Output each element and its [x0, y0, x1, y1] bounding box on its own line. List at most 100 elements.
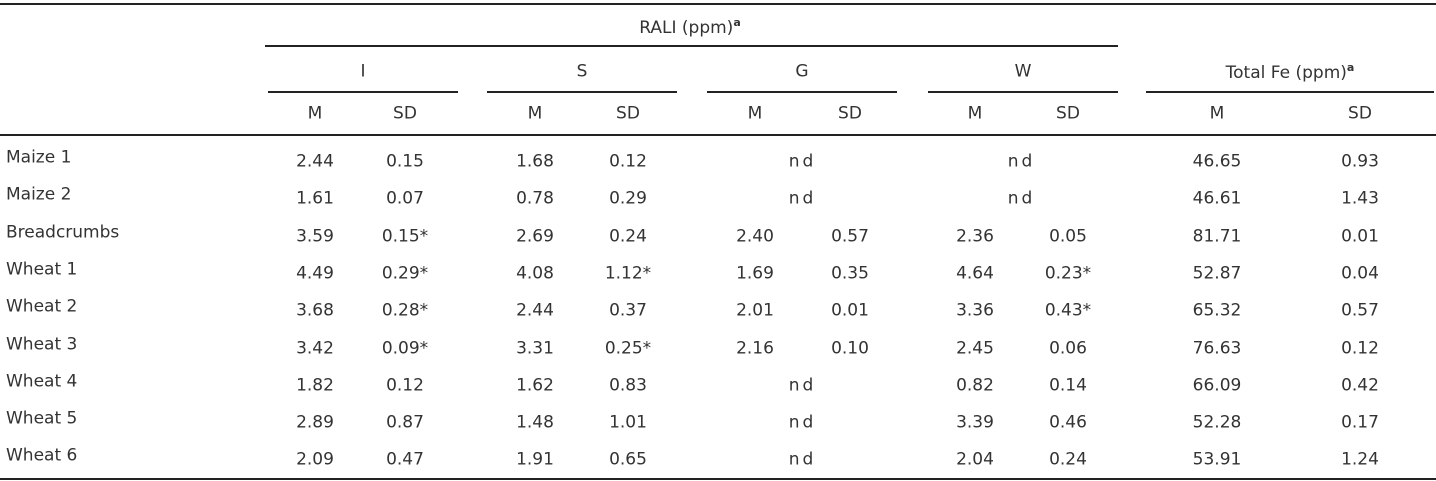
cell: 66.09 [1192, 375, 1242, 396]
cell: 0.28* [381, 300, 429, 321]
cell: 0.24 [609, 226, 647, 247]
cell: 3.31 [516, 338, 554, 358]
cell: 0.87 [386, 412, 424, 433]
cell: 0.82 [956, 375, 994, 396]
cell: 4.64 [956, 263, 994, 284]
cell: nd [788, 375, 817, 396]
cell: 0.29 [609, 188, 647, 209]
cell: 81.71 [1192, 226, 1242, 247]
cell: 0.12 [1341, 338, 1379, 358]
cell: 1.61 [296, 188, 334, 209]
cell: 1.24 [1341, 449, 1379, 470]
cell: 0.10 [831, 338, 869, 358]
row-label: Maize 1 [6, 147, 72, 168]
cell: 0.93 [1341, 151, 1379, 172]
cell: 1.48 [516, 412, 554, 433]
rali-text: RALI (ppm) [639, 17, 734, 38]
cell: 2.89 [296, 412, 334, 433]
cell: nd [1007, 151, 1036, 172]
group-label: I [360, 61, 366, 82]
row-label: Breadcrumbs [6, 222, 120, 243]
cell: 0.15* [381, 226, 429, 247]
cell: 3.68 [296, 300, 334, 321]
cell: 52.28 [1192, 412, 1242, 433]
cell: 46.61 [1192, 188, 1242, 209]
cell: 0.46 [1049, 412, 1087, 433]
cell: 3.36 [956, 300, 994, 321]
header-rule [0, 134, 1436, 136]
cell: nd [788, 151, 817, 172]
column-header: SD [838, 103, 862, 124]
cell: 2.69 [516, 226, 554, 247]
cell: 0.12 [386, 375, 424, 396]
cell: 2.36 [956, 226, 994, 247]
cell: 2.01 [736, 300, 774, 321]
group-rule [1146, 91, 1434, 93]
group-rule [707, 91, 897, 93]
cell: 0.24 [1049, 449, 1087, 470]
group-label: W [1014, 61, 1032, 82]
total-fe-sup: a [1346, 61, 1355, 75]
cell: 1.12* [604, 263, 652, 284]
group-label: G [795, 61, 809, 82]
cell: 0.04 [1341, 263, 1379, 284]
cell: 2.45 [956, 338, 994, 358]
cell: 3.59 [296, 226, 334, 247]
cell: 2.09 [296, 449, 334, 470]
cell: 2.44 [296, 151, 334, 172]
row-label: Wheat 3 [6, 334, 78, 354]
cell: 0.05 [1049, 226, 1087, 247]
cell: 1.82 [296, 375, 334, 396]
cell: 0.43* [1044, 300, 1092, 321]
bottom-rule [0, 478, 1436, 480]
cell: 0.01 [831, 300, 869, 321]
cell: 3.42 [296, 338, 334, 358]
row-label: Wheat 6 [6, 445, 78, 466]
cell: 0.07 [386, 188, 424, 209]
cell: 0.35 [831, 263, 869, 284]
cell: 0.06 [1049, 338, 1087, 358]
cell: 0.42 [1341, 375, 1379, 396]
cell: 1.62 [516, 375, 554, 396]
cell: 2.44 [516, 300, 554, 321]
column-header: SD [393, 103, 417, 124]
column-header: SD [616, 103, 640, 124]
cell: 0.29* [381, 263, 429, 284]
row-label: Wheat 1 [6, 259, 78, 280]
row-label: Wheat 4 [6, 371, 78, 392]
cell: 46.65 [1192, 151, 1242, 172]
cell: nd [788, 449, 817, 470]
column-header: M [967, 103, 983, 124]
column-header: M [307, 103, 323, 124]
group-rule [487, 91, 677, 93]
cell: 0.17 [1341, 412, 1379, 433]
cell: 0.57 [1341, 300, 1379, 321]
cell: 0.47 [386, 449, 424, 470]
column-header: SD [1056, 103, 1080, 124]
cell: 0.65 [609, 449, 647, 470]
cell: 2.16 [736, 338, 774, 358]
rali-rule [265, 45, 1118, 47]
cell: 65.32 [1192, 300, 1242, 321]
cell: 0.15 [386, 151, 424, 172]
cell: nd [1007, 188, 1036, 209]
cell: 52.87 [1192, 263, 1242, 284]
rali-sup: a [733, 16, 741, 30]
cell: 0.23* [1044, 263, 1092, 284]
cell: 1.43 [1341, 188, 1379, 209]
cell: 1.69 [736, 263, 774, 284]
cell: 0.37 [609, 300, 647, 321]
cell: 0.25* [604, 338, 652, 358]
cell: 0.01 [1341, 226, 1379, 247]
cell: 4.49 [296, 263, 334, 284]
cell: 0.78 [516, 188, 554, 209]
cell: 1.91 [516, 449, 554, 470]
cell: 4.08 [516, 263, 554, 284]
group-rule [928, 91, 1118, 93]
cell: 2.40 [736, 226, 774, 247]
column-header: SD [1348, 103, 1372, 124]
cell: 53.91 [1192, 449, 1242, 470]
cell: 0.09* [381, 338, 429, 358]
cell: 0.14 [1049, 375, 1087, 396]
